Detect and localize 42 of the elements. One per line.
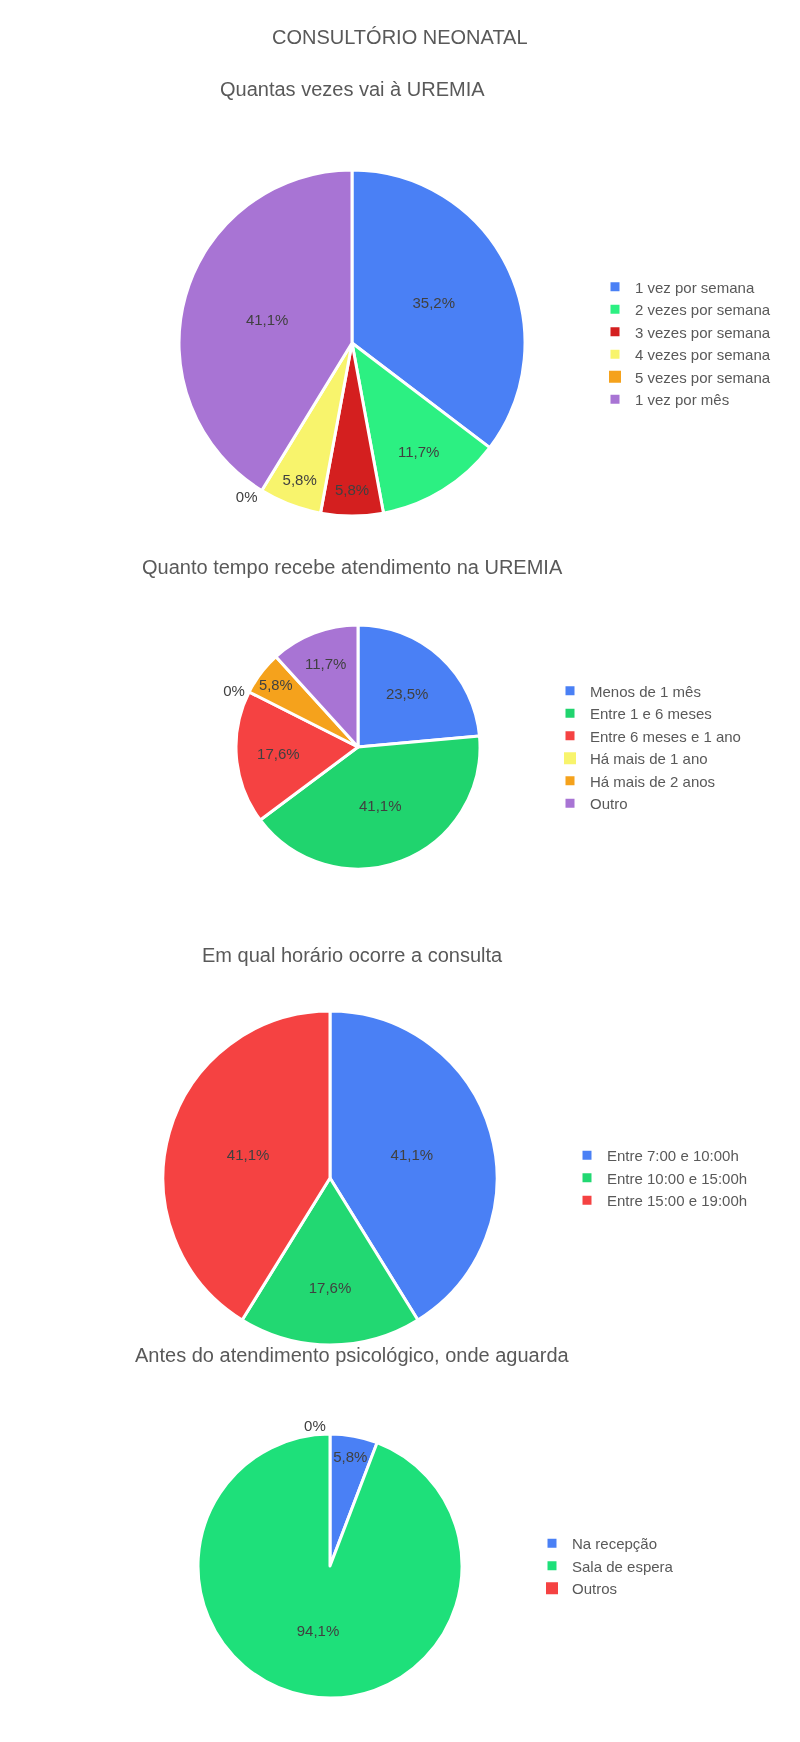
legend-label: Sala de espera <box>572 1557 674 1575</box>
data-label: 5,8% <box>282 471 317 489</box>
legend-label: Entre 7:00 e 10:00h <box>607 1147 739 1165</box>
chart-title: Quanto tempo recebe atendimento na UREMIA <box>142 556 563 578</box>
data-label: 23,5% <box>385 684 429 702</box>
data-label: 41,1% <box>226 1146 270 1164</box>
pie-slice <box>196 1432 464 1700</box>
legend-label: 3 vezes por semana <box>635 323 771 341</box>
data-label: 41,1% <box>358 796 402 814</box>
legend-label: Outro <box>590 795 628 813</box>
chart-subtitle: Quantas vezes vai à UREMIA <box>220 78 486 100</box>
legend-label: Entre 15:00 e 19:00h <box>607 1192 748 1210</box>
legend-label: Há mais de 2 anos <box>590 772 716 790</box>
text: 0% <box>304 1417 326 1434</box>
legend-label: Entre 6 meses e 1 ano <box>590 727 741 745</box>
chart-title: Antes do atendimento psicológico, onde aguarda <box>135 1344 570 1366</box>
data-label: 41,1% <box>390 1146 434 1164</box>
data-label: 11,7% <box>304 654 347 672</box>
legend-label: 4 vezes por semana <box>635 346 771 364</box>
legend-label: 1 vez por mês <box>635 391 730 409</box>
legend-label: Menos de 1 mês <box>590 682 701 700</box>
data-label: 41,1% <box>245 310 289 328</box>
data-label: 17,6% <box>308 1278 352 1296</box>
legend-label: Outros <box>572 1580 618 1598</box>
chart-title: CONSULTÓRIO NEONATAL <box>272 26 528 48</box>
data-label: 11,7% <box>397 442 440 460</box>
legend-label: 1 vez por semana <box>635 278 755 296</box>
chart-title: Em qual horário ocorre a consulta <box>202 944 504 966</box>
text: 0% <box>223 681 245 699</box>
data-label: 17,6% <box>257 745 300 763</box>
legend-label: Há mais de 1 ano <box>590 750 708 768</box>
legend-label: Entre 10:00 e 15:00h <box>607 1169 748 1187</box>
legend-label: Entre 1 e 6 meses <box>590 705 712 723</box>
data-label: 94,1% <box>296 1622 340 1640</box>
data-label: 5,8% <box>334 480 370 498</box>
data-label: 5,8% <box>259 676 293 693</box>
text: 0% <box>235 488 258 506</box>
data-label: 35,2% <box>412 293 456 311</box>
legend-label: 2 vezes por semana <box>635 301 771 319</box>
legend-label: 5 vezes por semana <box>635 368 771 386</box>
data-label: 5,8% <box>333 1447 368 1465</box>
legend-label: Na recepção <box>572 1535 658 1553</box>
